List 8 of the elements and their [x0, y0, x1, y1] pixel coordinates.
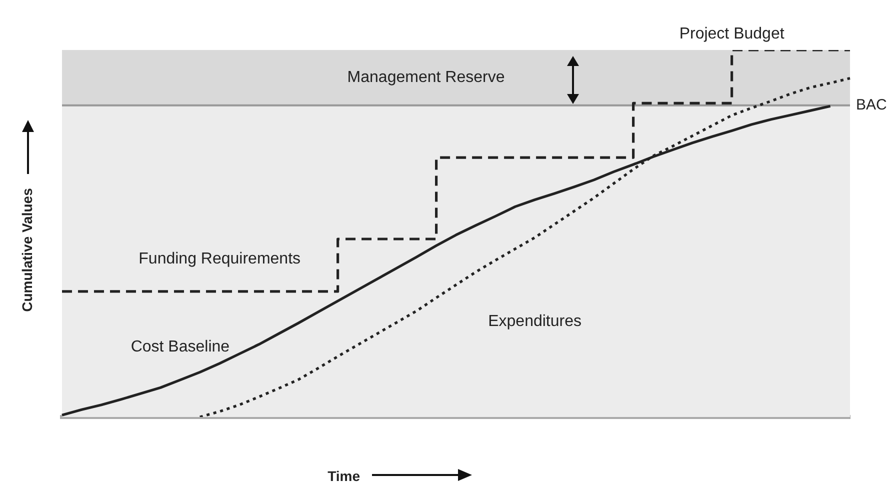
- text: Expenditures: [488, 312, 582, 330]
- band-label: Management Reserve: [347, 69, 505, 86]
- y-axis-title: Cumulative Values: [18, 188, 35, 312]
- annotation: Project Budget: [679, 25, 785, 42]
- series-label: Cost Baseline: [130, 338, 230, 356]
- series-label: Funding Requirements: [138, 250, 301, 268]
- ref-line-label: BAC: [856, 96, 888, 114]
- x-axis-title: Time: [328, 468, 360, 484]
